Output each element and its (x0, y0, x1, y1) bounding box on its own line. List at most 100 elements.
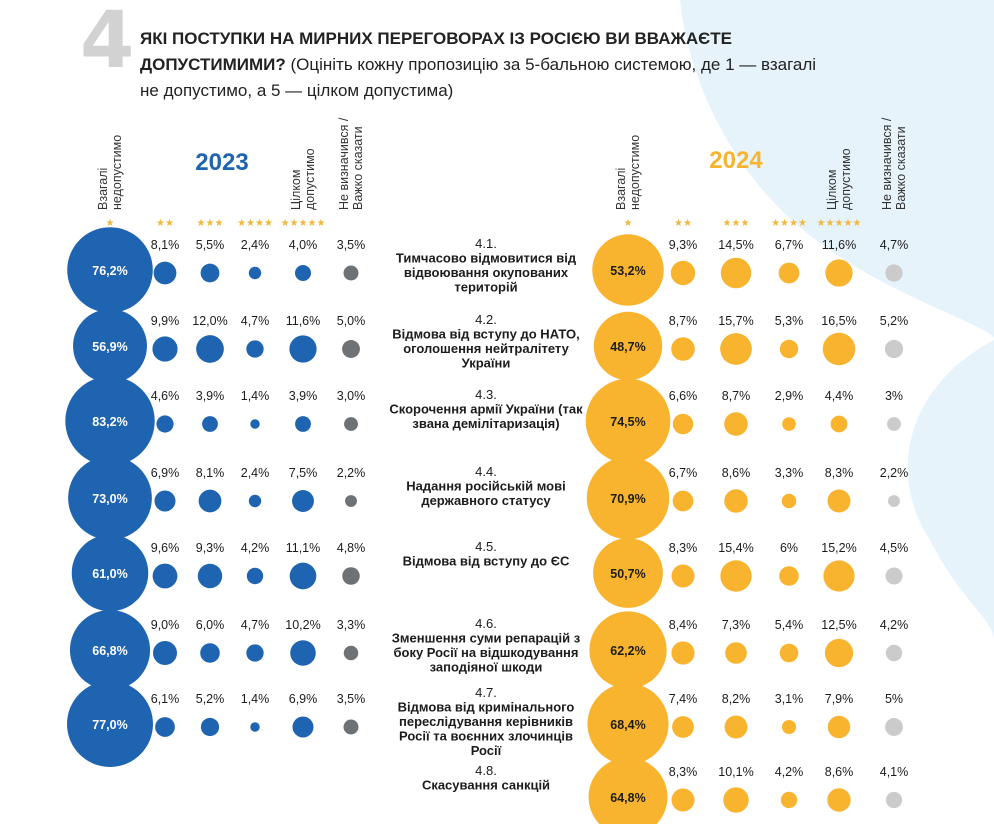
bubble-2024-col6 (885, 567, 903, 585)
column-header-2024-6: Не визначився /Важко сказати (880, 117, 908, 210)
value-label-2024-col3: 15,7% (718, 314, 753, 328)
statement-code: 4.7. (475, 685, 497, 700)
bubble-2024-col2 (670, 260, 696, 286)
stars-2024-2: ★★ (674, 218, 692, 229)
value-label-2023-col6: 5,0% (337, 314, 366, 328)
value-label-2023-main: 73,0% (92, 492, 127, 506)
value-label-2024-col3: 14,5% (718, 238, 753, 252)
value-label-2024-col2: 8,7% (669, 314, 698, 328)
value-label-2023-col5: 11,6% (286, 314, 321, 328)
bubble-2023-main (65, 376, 155, 466)
stars-2023-1: ★ (106, 218, 115, 229)
bubble-2023-col5 (289, 335, 317, 363)
statement-text: Відмова від кримінального (398, 700, 575, 715)
statement-text: переслідування керівників (399, 714, 573, 729)
question-text: ЯКІ ПОСТУПКИ НА МИРНИХ ПЕРЕГОВОРАХ ІЗ РО… (140, 29, 732, 74)
bubble-2024-col2 (672, 716, 694, 738)
value-label-2024-col2: 7,4% (669, 692, 698, 706)
value-label-2024-col2: 8,3% (669, 541, 698, 555)
statement-text: відвоювання окупованих (404, 265, 569, 280)
bubble-2023-col3 (202, 416, 218, 432)
value-label-2023-col4: 4,7% (241, 314, 270, 328)
bubble-2023-main (73, 309, 147, 383)
bubble-2024-col5 (827, 788, 851, 812)
value-label-2023-col2: 9,6% (151, 541, 180, 555)
value-label-2024-col4: 2,9% (775, 389, 804, 403)
bubble-2023-col2 (156, 415, 174, 433)
statement-code: 4.6. (475, 616, 497, 631)
value-label-2023-main: 77,0% (92, 718, 127, 732)
value-label-2024-col6: 5,2% (880, 314, 909, 328)
bubble-2023-col6 (344, 417, 358, 431)
bubble-2024-main (587, 683, 669, 765)
bubble-2024-col5 (822, 332, 856, 366)
value-label-2023-col5: 3,9% (289, 389, 318, 403)
bubble-2023-col3 (200, 717, 220, 737)
value-label-2024-col5: 15,2% (821, 541, 856, 555)
bubble-2023-col4 (250, 419, 260, 429)
statement-text: Надання російській мові (406, 479, 565, 494)
bubble-2023-col6 (345, 495, 357, 507)
stars-2024-4: ★★★★ (771, 218, 807, 229)
value-label-2024-main: 62,2% (610, 644, 645, 658)
bubble-2024-col2 (671, 641, 695, 665)
value-label-2024-col3: 15,4% (718, 541, 753, 555)
bubble-2023-col4 (246, 567, 264, 585)
value-label-2023-col4: 2,4% (241, 466, 270, 480)
value-label-2023-col4: 1,4% (241, 389, 270, 403)
bubble-2024-col2 (672, 413, 694, 435)
value-label-2024-col6: 3% (885, 389, 903, 403)
value-label-2024-col3: 8,2% (722, 692, 751, 706)
bubble-2023-col5 (290, 640, 316, 666)
value-label-2023-col6: 3,5% (337, 692, 366, 706)
value-label-2023-col2: 9,9% (151, 314, 180, 328)
statement-text: заподіяної шкоди (430, 660, 543, 675)
value-label-2024-col4: 5,4% (775, 618, 804, 632)
bubble-2023-col6 (342, 340, 360, 358)
value-label-2023-col3: 5,2% (196, 692, 225, 706)
value-label-2023-main: 66,8% (92, 644, 127, 658)
bubble-2024-main (593, 311, 663, 381)
value-label-2024-col5: 7,9% (825, 692, 854, 706)
bubble-2024-col6 (888, 495, 900, 507)
value-label-2023-col2: 6,1% (151, 692, 180, 706)
value-label-2024-col4: 6% (780, 541, 798, 555)
bubble-2024-col6 (885, 264, 903, 282)
value-label-2023-col6: 4,8% (337, 541, 366, 555)
bubble-2023-col3 (198, 489, 222, 513)
bubble-2023-col5 (295, 416, 311, 432)
bubble-2023-main (67, 681, 153, 767)
statement-text: Росії (471, 743, 502, 758)
value-label-2024-col4: 3,3% (775, 466, 804, 480)
bubble-2023-col5 (292, 716, 314, 738)
value-label-2023-main: 83,2% (92, 415, 127, 429)
bubble-2024-col2 (671, 564, 695, 588)
value-label-2024-col6: 2,2% (880, 466, 909, 480)
bubble-2024-col5 (827, 489, 851, 513)
value-label-2024-col5: 16,5% (821, 314, 856, 328)
statement-text: Скасування санкцій (422, 778, 550, 793)
value-label-2023-col4: 2,4% (241, 238, 270, 252)
stars-2024-3: ★★★ (723, 218, 750, 229)
bubble-2024-main (592, 234, 664, 306)
column-header-2024-1: Взагалінедопустимо (614, 135, 642, 210)
value-label-2024-col4: 3,1% (775, 692, 804, 706)
value-label-2024-col6: 4,7% (880, 238, 909, 252)
bubble-2024-col3 (724, 412, 748, 436)
bubble-2024-col6 (885, 644, 903, 662)
value-label-2024-col3: 8,6% (722, 466, 751, 480)
statement-text: оголошення нейтралітету (403, 341, 569, 356)
value-label-2023-col3: 3,9% (196, 389, 225, 403)
value-label-2024-main: 53,2% (610, 264, 645, 278)
question-number: 4 (80, 0, 135, 86)
bubble-2023-col2 (152, 336, 178, 362)
bubble-2023-col6 (342, 567, 360, 585)
bubble-2024-col6 (884, 339, 904, 359)
bubble-2023-col2 (154, 490, 176, 512)
bubble-2024-col4 (781, 493, 797, 509)
value-label-2024-col2: 8,4% (669, 618, 698, 632)
year-label-2023: 2023 (195, 149, 248, 176)
value-label-2023-col3: 6,0% (196, 618, 225, 632)
value-label-2023-col3: 12,0% (192, 314, 227, 328)
